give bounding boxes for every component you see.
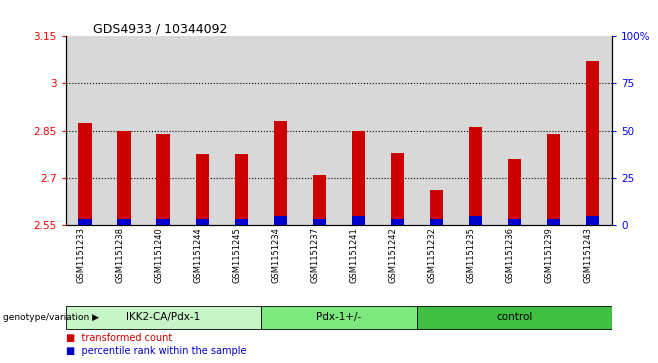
Bar <box>195 154 209 225</box>
Bar <box>351 131 365 225</box>
Bar <box>339 36 378 225</box>
Bar <box>66 306 261 329</box>
Bar <box>195 219 209 225</box>
Bar <box>391 219 404 225</box>
Bar <box>183 36 222 225</box>
Bar <box>66 36 105 225</box>
Bar <box>78 123 92 225</box>
Bar <box>157 219 170 225</box>
Text: GDS4933 / 10344092: GDS4933 / 10344092 <box>93 22 228 35</box>
Text: ■  transformed count: ■ transformed count <box>66 333 172 343</box>
Bar <box>586 61 599 225</box>
Bar <box>234 219 248 225</box>
Bar <box>105 36 144 225</box>
Bar <box>274 121 287 225</box>
Bar <box>261 306 417 329</box>
Bar <box>222 36 261 225</box>
Bar <box>118 219 131 225</box>
Bar <box>78 219 92 225</box>
Bar <box>391 153 404 225</box>
Bar <box>430 219 443 225</box>
Text: GSM1151242: GSM1151242 <box>388 227 397 283</box>
Bar <box>586 216 599 225</box>
Text: GSM1151243: GSM1151243 <box>584 227 592 283</box>
Bar <box>118 131 131 225</box>
Text: GSM1151232: GSM1151232 <box>428 227 436 283</box>
Bar <box>547 219 560 225</box>
Bar <box>430 191 443 225</box>
Bar <box>261 36 300 225</box>
Text: control: control <box>496 312 532 322</box>
Text: GSM1151245: GSM1151245 <box>232 227 241 283</box>
Bar <box>417 306 612 329</box>
Bar <box>274 216 287 225</box>
Text: GSM1151244: GSM1151244 <box>193 227 203 283</box>
Text: GSM1151240: GSM1151240 <box>155 227 163 283</box>
Text: GSM1151236: GSM1151236 <box>505 227 515 283</box>
Bar <box>313 219 326 225</box>
Text: Pdx-1+/-: Pdx-1+/- <box>316 312 361 322</box>
Bar <box>468 216 482 225</box>
Bar <box>378 36 417 225</box>
Bar <box>417 36 456 225</box>
Bar <box>507 219 521 225</box>
Text: GSM1151235: GSM1151235 <box>467 227 475 283</box>
Bar <box>534 36 573 225</box>
Text: GSM1151241: GSM1151241 <box>349 227 359 283</box>
Text: GSM1151237: GSM1151237 <box>311 227 319 283</box>
Bar <box>547 134 560 225</box>
Text: GSM1151239: GSM1151239 <box>544 227 553 283</box>
Text: IKK2-CA/Pdx-1: IKK2-CA/Pdx-1 <box>126 312 201 322</box>
Bar <box>157 134 170 225</box>
Text: ■  percentile rank within the sample: ■ percentile rank within the sample <box>66 346 246 356</box>
Bar <box>573 36 612 225</box>
Bar <box>144 36 183 225</box>
Bar <box>468 127 482 225</box>
Bar <box>351 216 365 225</box>
Bar <box>313 175 326 225</box>
Bar <box>507 159 521 225</box>
Bar <box>495 36 534 225</box>
Text: GSM1151234: GSM1151234 <box>271 227 280 283</box>
Bar <box>456 36 495 225</box>
Bar <box>234 154 248 225</box>
Text: genotype/variation ▶: genotype/variation ▶ <box>3 313 99 322</box>
Text: GSM1151233: GSM1151233 <box>76 227 86 283</box>
Text: GSM1151238: GSM1151238 <box>115 227 124 283</box>
Bar <box>300 36 339 225</box>
